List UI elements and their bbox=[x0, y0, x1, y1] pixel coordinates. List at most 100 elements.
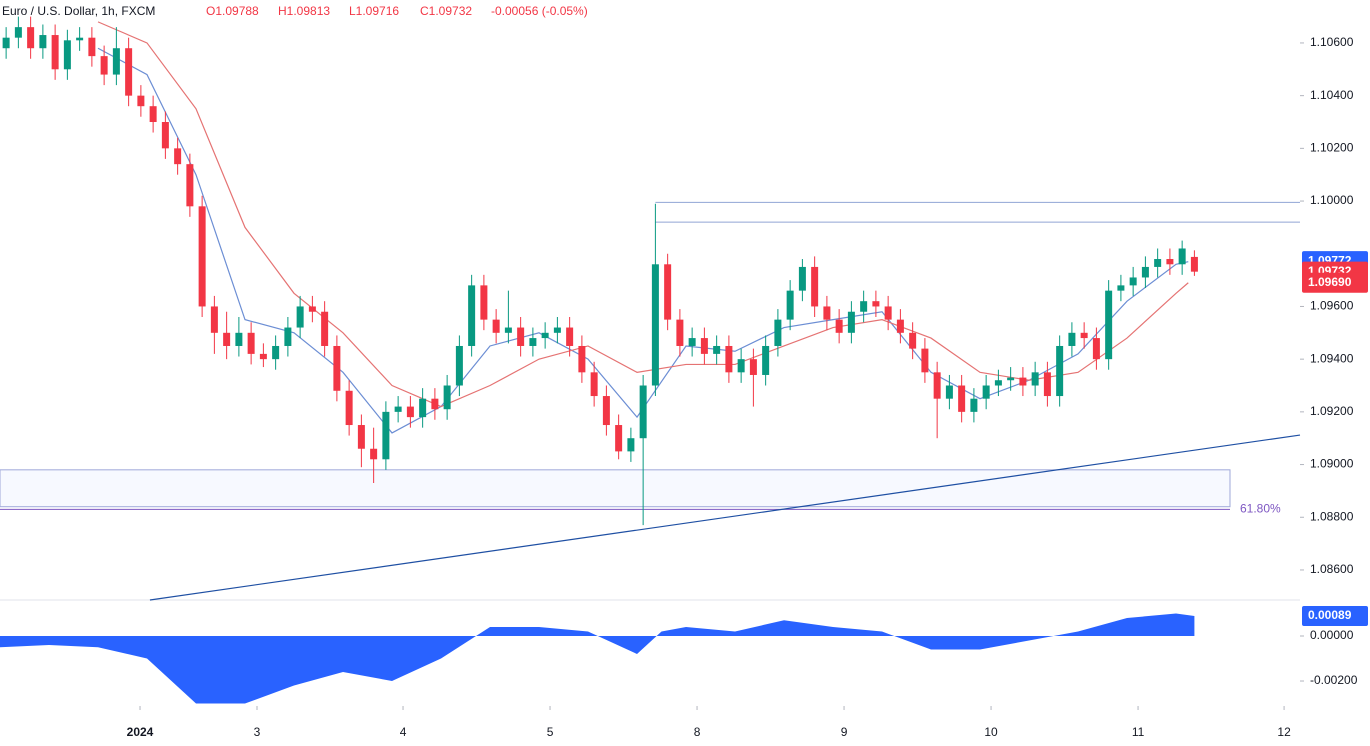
candle-body bbox=[553, 327, 561, 333]
y-tick-label: 1.10600 bbox=[1310, 35, 1354, 49]
candle-body bbox=[272, 345, 280, 360]
candle-body bbox=[406, 406, 414, 418]
candle-body bbox=[713, 345, 721, 354]
y-tick-label: 1.09000 bbox=[1310, 457, 1354, 471]
candle-body bbox=[896, 319, 904, 333]
candle-body bbox=[88, 37, 96, 57]
candle-body bbox=[27, 27, 35, 49]
y-tick-label: 1.10400 bbox=[1310, 88, 1354, 102]
candle-body bbox=[725, 345, 733, 373]
candle-body bbox=[945, 385, 953, 399]
y-tick-label: -0.00200 bbox=[1310, 673, 1358, 687]
candle-body bbox=[786, 290, 794, 320]
y-tick-label: 0.00000 bbox=[1310, 628, 1354, 642]
candle-body bbox=[321, 311, 329, 346]
candle-body bbox=[774, 319, 782, 346]
candle-body bbox=[492, 319, 500, 333]
candle-body bbox=[798, 266, 806, 291]
candle-body bbox=[443, 385, 451, 410]
open: O1.09788 bbox=[206, 4, 259, 18]
symbol: Euro / U.S. Dollar, 1h, FXCM bbox=[2, 4, 155, 18]
candle-body bbox=[14, 27, 22, 38]
candle-body bbox=[210, 306, 218, 333]
candle-body bbox=[688, 338, 696, 346]
high: H1.09813 bbox=[278, 4, 330, 18]
candle-body bbox=[737, 359, 745, 373]
candle-body bbox=[259, 353, 267, 360]
support-zone bbox=[0, 469, 1231, 508]
candle-body bbox=[198, 206, 206, 307]
candle-body bbox=[517, 327, 525, 346]
trendline bbox=[149, 434, 1301, 601]
candle-body bbox=[970, 398, 978, 412]
candle-body bbox=[1080, 332, 1088, 339]
y-tick-label: 1.10000 bbox=[1310, 193, 1354, 207]
x-tick-label: 8 bbox=[694, 725, 701, 739]
candle-body bbox=[137, 95, 145, 107]
candle-body bbox=[149, 106, 157, 123]
candle-body bbox=[811, 266, 819, 307]
candle-body bbox=[884, 306, 892, 320]
close: C1.09732 bbox=[420, 4, 472, 18]
candle-body bbox=[982, 385, 990, 399]
candle-body bbox=[63, 40, 71, 70]
candle-body bbox=[2, 37, 10, 49]
x-tick-label: 9 bbox=[841, 725, 848, 739]
candle-body bbox=[664, 264, 672, 320]
candle-body bbox=[223, 332, 231, 346]
candle-body bbox=[1007, 377, 1015, 381]
candle-body bbox=[308, 306, 316, 312]
candle-body bbox=[762, 345, 770, 375]
y-tick-label: 1.09200 bbox=[1310, 404, 1354, 418]
candle-body bbox=[235, 332, 243, 346]
y-tick-label: 1.09400 bbox=[1310, 351, 1354, 365]
candle-body bbox=[872, 301, 880, 307]
candle-body bbox=[847, 311, 855, 333]
candle-body bbox=[1043, 372, 1051, 397]
candle-body bbox=[455, 345, 463, 386]
candle-body bbox=[958, 385, 966, 412]
candle-body bbox=[468, 285, 476, 346]
candle-body bbox=[835, 319, 843, 333]
candle-body bbox=[627, 438, 635, 452]
change: -0.00056 (-0.05%) bbox=[491, 4, 588, 18]
candle-body bbox=[1117, 285, 1125, 291]
candle-body bbox=[639, 385, 647, 439]
candle-body bbox=[1105, 290, 1113, 360]
candle-body bbox=[615, 425, 623, 452]
candle-body bbox=[125, 48, 133, 96]
price-label: 1.09690 bbox=[1308, 275, 1352, 289]
y-tick-label: 1.10200 bbox=[1310, 141, 1354, 155]
candle-body bbox=[1129, 277, 1137, 286]
candle-body bbox=[76, 37, 84, 41]
current-value-bg bbox=[1302, 605, 1368, 626]
candle-body bbox=[676, 319, 684, 346]
candle-body bbox=[1141, 266, 1149, 278]
fib-label: 61.80% bbox=[1240, 502, 1281, 516]
candle-body bbox=[1092, 338, 1100, 360]
candle-body bbox=[651, 264, 659, 386]
x-tick-label: 3 bbox=[254, 725, 261, 739]
candle-body bbox=[419, 398, 427, 418]
candle-body bbox=[51, 35, 59, 70]
candle-body bbox=[1178, 248, 1186, 265]
candle-body bbox=[247, 332, 255, 354]
price-label-bg bbox=[1302, 272, 1368, 293]
candle-body bbox=[590, 372, 598, 397]
candle-body bbox=[161, 122, 169, 149]
candle-body bbox=[345, 390, 353, 426]
candle-body bbox=[529, 338, 537, 346]
y-tick-label: 1.08800 bbox=[1310, 509, 1354, 523]
low: L1.09716 bbox=[349, 4, 399, 18]
candle-body bbox=[578, 345, 586, 373]
plot: 1.10600 1.10400 1.10200 1.10000 1.09600 1.094… bbox=[0, 16, 1368, 739]
x-tick-label: 12 bbox=[1277, 725, 1291, 739]
candle-body bbox=[749, 359, 757, 375]
candle-body bbox=[112, 48, 120, 75]
candle-body bbox=[823, 306, 831, 320]
candle-body bbox=[431, 398, 439, 410]
candle-body bbox=[541, 332, 549, 339]
candle-body bbox=[333, 345, 341, 391]
y-tick-label: 1.08600 bbox=[1310, 562, 1354, 576]
candle-body bbox=[382, 411, 390, 460]
